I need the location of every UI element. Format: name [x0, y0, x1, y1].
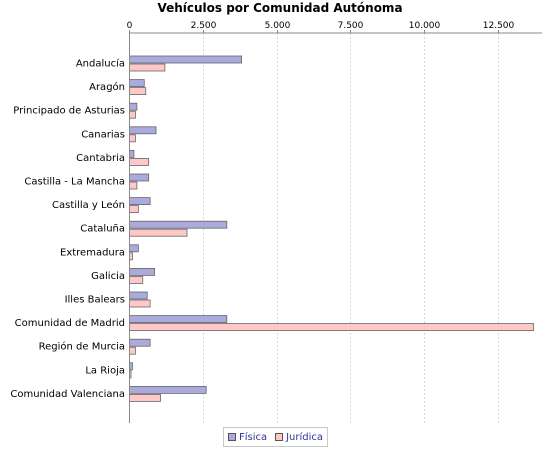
chart-title: Vehículos por Comunidad Autónoma [157, 1, 402, 15]
bar [129, 244, 139, 253]
bar [129, 323, 535, 332]
x-axis: 0 2.500 5.000 7.500 10.000 12.500 [127, 21, 542, 34]
x-tick-label: 12.500 [483, 21, 515, 31]
bar [129, 181, 138, 190]
bar [129, 315, 228, 324]
category-label: Castilla - La Mancha [24, 177, 125, 188]
category-label: Illes Balears [65, 295, 125, 306]
category-label: Galicia [91, 271, 125, 282]
category-label: La Rioja [85, 365, 125, 376]
category-label: Principado de Asturias [13, 106, 125, 117]
bar [129, 87, 147, 95]
legend-label-fisica: Física [238, 431, 268, 443]
legend-swatch-juridica [275, 433, 284, 441]
category-label: Región de Murcia [39, 341, 125, 353]
legend-label-juridica: Jurídica [286, 431, 324, 443]
legend-item-juridica: Jurídica [275, 432, 323, 443]
bar [129, 346, 136, 355]
bar [129, 102, 138, 111]
bar [129, 157, 150, 166]
category-label: Castilla y León [52, 199, 125, 211]
bar [129, 220, 228, 229]
bar [129, 55, 242, 64]
bar [129, 338, 151, 347]
category-label: Cantabria [76, 153, 125, 164]
x-tick-label: 0 [127, 21, 133, 31]
category-label: Canarias [81, 129, 125, 140]
category-label: Andalucía [76, 58, 125, 70]
category-label: Aragón [89, 81, 125, 93]
category-label: Comunidad de Madrid [15, 318, 125, 329]
category-label: Comunidad Valenciana [10, 389, 125, 400]
x-tick-label: 7.500 [338, 21, 364, 31]
grid-lines [203, 33, 499, 423]
legend-swatch-fisica [227, 433, 236, 441]
category-label: Cataluña [80, 224, 125, 235]
bar [129, 126, 157, 135]
bar [129, 267, 155, 276]
bar [129, 205, 139, 214]
x-tick-label: 2.500 [191, 21, 217, 31]
category-axis: Andalucía Aragón Principado de Asturias Can… [10, 33, 130, 423]
x-tick-label: 5.000 [265, 21, 291, 31]
bar [129, 228, 188, 237]
bar [129, 79, 145, 87]
bar [129, 134, 136, 143]
bar [129, 149, 135, 158]
bar [129, 63, 166, 72]
legend: Física Jurídica [223, 427, 328, 447]
bars [129, 55, 535, 402]
bar [129, 275, 144, 284]
bar [129, 385, 207, 394]
bar [129, 173, 150, 182]
bar [129, 393, 161, 402]
bar [129, 291, 148, 300]
bar [129, 110, 136, 119]
bar [129, 197, 151, 206]
x-tick-label: 10.000 [409, 21, 441, 31]
category-label: Extremadura [60, 247, 125, 258]
legend-item-fisica: Física [227, 431, 268, 443]
bar [129, 299, 151, 308]
